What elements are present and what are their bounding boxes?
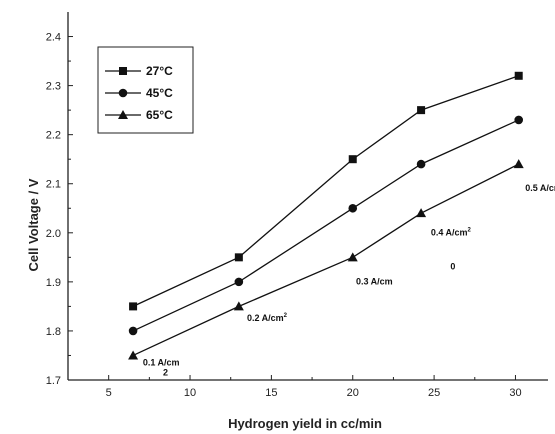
x-tick-label: 5 (106, 387, 112, 399)
y-tick-label: 1.9 (46, 277, 61, 289)
x-tick-label: 20 (347, 387, 359, 399)
legend-label: 65°C (146, 108, 173, 122)
triangle-marker (513, 159, 524, 169)
current-density-label: 0.1 A/cm (143, 357, 180, 367)
circle-marker (234, 277, 244, 287)
square-marker (129, 302, 138, 311)
triangle-marker (128, 350, 139, 360)
series-2 (128, 115, 524, 336)
current-density-label: 0.2 A/cm2 (247, 313, 288, 323)
superscript: 2 (284, 313, 288, 319)
x-tick-label: 10 (184, 387, 196, 399)
x-tick-label: 15 (265, 387, 277, 399)
axes: 1.71.81.92.02.12.22.32.45 10 15 20 25 30 (46, 12, 548, 399)
x-tick-label: 25 (428, 387, 440, 399)
circle-marker (514, 115, 524, 125)
triangle-marker (233, 301, 244, 311)
current-density-label: 0.5 A/cm (525, 183, 555, 193)
triangle-marker (416, 208, 427, 218)
superscript: 2 (468, 227, 472, 233)
current-density-label: 0.4 A/cm2 (431, 227, 472, 237)
series-line (132, 119, 519, 332)
y-axis-title: Cell Voltage / V (26, 178, 41, 271)
x-axis-title: Hydrogen yield in cc/min (228, 416, 382, 431)
circle-marker (416, 159, 426, 169)
triangle-marker (118, 110, 128, 119)
square-marker (417, 106, 426, 115)
y-tick-label: 2.1 (46, 179, 61, 191)
square-marker (514, 71, 523, 80)
legend-box (97, 46, 194, 134)
circle-marker (128, 326, 138, 336)
square-marker (119, 67, 127, 75)
legend: 27°C 45°C 65°C (97, 46, 194, 134)
circle-marker (348, 203, 358, 213)
square-marker (234, 253, 243, 262)
current-density-label: 0 (450, 262, 455, 272)
y-tick-label: 2.4 (46, 32, 61, 44)
y-tick-label: 2.2 (46, 130, 61, 142)
y-tick-label: 1.8 (46, 326, 61, 338)
y-tick-label: 2.3 (46, 81, 61, 93)
series-3 (128, 159, 524, 360)
legend-label: 27°C (146, 64, 173, 78)
x-tick-label: 30 (509, 387, 521, 399)
series-line (132, 163, 520, 357)
square-marker (348, 155, 357, 164)
series-layer (128, 71, 524, 360)
circle-marker (118, 88, 128, 98)
y-tick-label: 2.0 (46, 228, 61, 240)
series-1 (129, 71, 523, 311)
y-tick-label: 1.7 (46, 375, 61, 387)
legend-label: 45°C (146, 86, 173, 100)
subscript-mark: 2 (163, 367, 168, 377)
triangle-marker (347, 252, 358, 262)
current-density-label: 0.3 A/cm (356, 276, 393, 286)
